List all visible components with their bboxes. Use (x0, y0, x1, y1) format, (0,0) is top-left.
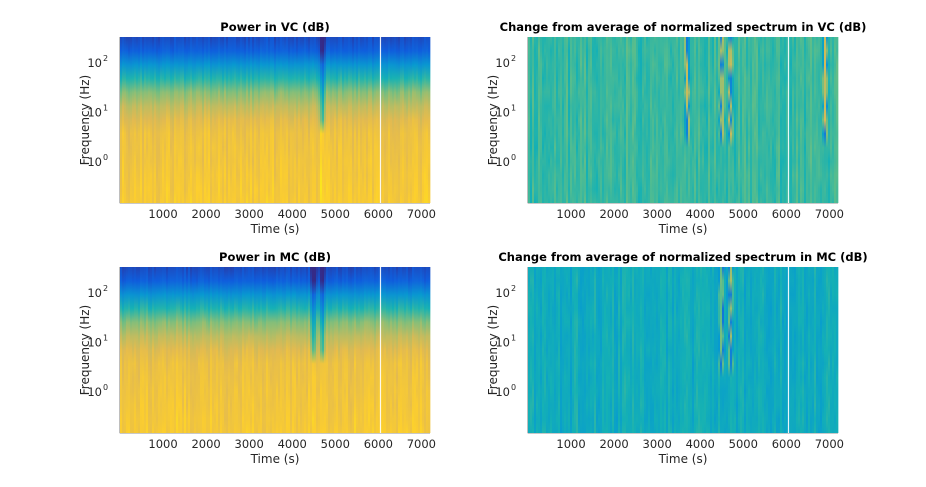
x-tick-label: 4000 (278, 437, 307, 451)
y-tick-exponent: 2 (511, 54, 516, 63)
x-axis-label: Time (s) (250, 452, 300, 466)
x-axis-label: Time (s) (658, 452, 708, 466)
x-tick-label: 2000 (599, 437, 628, 451)
x-tick-label: 4000 (686, 437, 715, 451)
x-tick-label: 2000 (599, 207, 628, 221)
y-tick-label: 10 (87, 105, 102, 119)
y-tick-label: 10 (495, 155, 510, 169)
y-tick-label: 10 (495, 385, 510, 399)
chart-title: Change from average of normalized spectr… (500, 20, 867, 34)
y-axis-label: Frequency (Hz) (486, 305, 500, 396)
chart-title: Change from average of normalized spectr… (498, 250, 867, 264)
chart-title: Power in MC (dB) (219, 250, 331, 264)
x-tick-label: 5000 (321, 207, 350, 221)
spectrogram-panel-4: Change from average of normalized spectr… (486, 250, 868, 466)
x-tick-label: 1000 (148, 437, 177, 451)
x-tick-label: 4000 (686, 207, 715, 221)
y-tick-exponent: 1 (511, 333, 516, 342)
y-tick-exponent: 0 (511, 383, 516, 392)
y-axis-label: Frequency (Hz) (486, 75, 500, 166)
y-tick-exponent: 2 (103, 54, 108, 63)
y-tick-exponent: 1 (103, 333, 108, 342)
x-tick-label: 1000 (148, 207, 177, 221)
y-axis-label: Frequency (Hz) (78, 305, 92, 396)
x-tick-label: 7000 (815, 207, 844, 221)
x-tick-label: 2000 (191, 207, 220, 221)
x-tick-label: 5000 (321, 437, 350, 451)
spectrogram-panel-2: Change from average of normalized spectr… (486, 20, 866, 236)
y-tick-label: 10 (87, 56, 102, 70)
y-axis-label: Frequency (Hz) (78, 75, 92, 166)
x-tick-label: 7000 (407, 437, 436, 451)
x-axis-label: Time (s) (658, 222, 708, 236)
x-tick-label: 5000 (729, 437, 758, 451)
y-tick-exponent: 2 (511, 284, 516, 293)
y-tick-label: 10 (87, 335, 102, 349)
y-tick-label: 10 (495, 335, 510, 349)
x-tick-label: 7000 (815, 437, 844, 451)
spectrogram-panel-3: Power in MC (dB) 1000 2000 3000 4000 5000 6000… (78, 250, 436, 466)
x-tick-label: 6000 (772, 437, 801, 451)
x-tick-label: 3000 (643, 207, 672, 221)
x-axis-label: Time (s) (250, 222, 300, 236)
y-tick-label: 10 (87, 286, 102, 300)
x-tick-label: 4000 (278, 207, 307, 221)
x-tick-label: 1000 (556, 207, 585, 221)
x-tick-label: 2000 (191, 437, 220, 451)
y-tick-exponent: 0 (511, 153, 516, 162)
y-tick-exponent: 2 (103, 284, 108, 293)
x-tick-label: 6000 (364, 207, 393, 221)
x-tick-label: 5000 (729, 207, 758, 221)
x-tick-label: 3000 (235, 437, 264, 451)
y-tick-exponent: 1 (103, 103, 108, 112)
x-tick-label: 6000 (364, 437, 393, 451)
heatmap-3 (120, 267, 431, 433)
heatmap-1 (120, 37, 431, 203)
x-tick-label: 6000 (772, 207, 801, 221)
y-tick-label: 10 (87, 155, 102, 169)
y-tick-exponent: 1 (511, 103, 516, 112)
x-tick-label: 7000 (407, 207, 436, 221)
x-tick-label: 1000 (556, 437, 585, 451)
y-tick-label: 10 (495, 286, 510, 300)
y-tick-exponent: 0 (103, 383, 108, 392)
x-tick-label: 3000 (235, 207, 264, 221)
spectrogram-panel-1: Power in VC (dB) 1000 2000 3000 4000 5000 6000… (78, 20, 436, 236)
heatmap-4 (528, 267, 839, 433)
y-tick-label: 10 (87, 385, 102, 399)
y-tick-exponent: 0 (103, 153, 108, 162)
heatmap-2 (528, 37, 839, 203)
x-tick-label: 3000 (643, 437, 672, 451)
y-tick-label: 10 (495, 105, 510, 119)
chart-title: Power in VC (dB) (220, 20, 329, 34)
y-tick-label: 10 (495, 56, 510, 70)
